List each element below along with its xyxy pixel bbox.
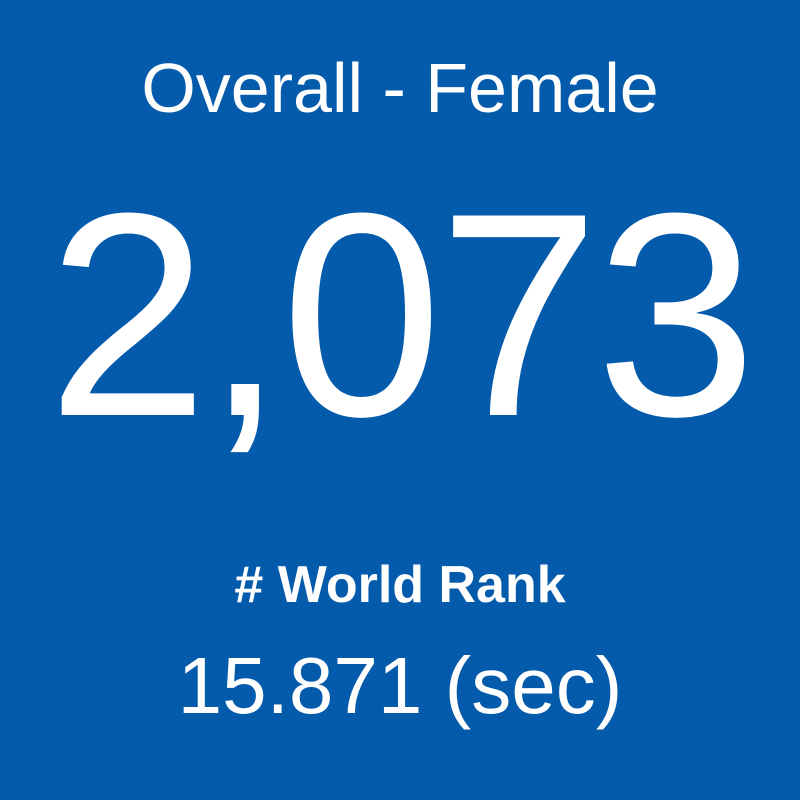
- rank-label: # World Rank: [234, 556, 566, 614]
- title: Overall - Female: [141, 49, 659, 127]
- time: 15.871 (sec): [177, 641, 623, 730]
- rank-value: 2,073: [47, 153, 757, 477]
